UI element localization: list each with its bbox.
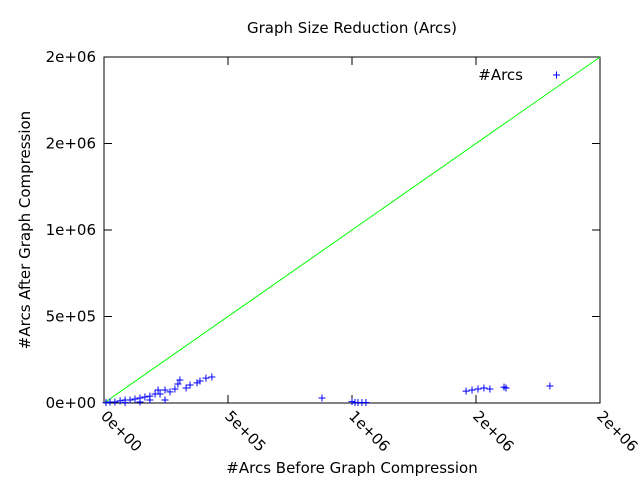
point [141, 393, 149, 401]
point [176, 376, 184, 384]
point [126, 396, 134, 404]
point [462, 387, 470, 395]
point [502, 384, 510, 392]
point [161, 386, 169, 394]
y-tick-label: 0e+00 [46, 394, 96, 412]
x-tick-label: 5e+05 [221, 407, 269, 455]
point [161, 396, 169, 404]
x-tick-label: 2e+06 [593, 407, 640, 455]
y-tick-label: 2e+06 [46, 135, 96, 153]
y-axis-label: #Arcs After Graph Compression [16, 111, 34, 349]
chart-title: Graph Size Reduction (Arcs) [247, 19, 457, 37]
x-axis-label: #Arcs Before Graph Compression [226, 459, 477, 477]
point [196, 377, 204, 385]
point [486, 385, 494, 393]
point [480, 384, 488, 392]
point [111, 398, 119, 406]
point [546, 382, 554, 390]
point [318, 394, 326, 402]
x-tick-label: 2e+06 [469, 407, 517, 455]
x-tick-label: 0e+00 [97, 407, 145, 455]
point [116, 397, 124, 405]
point [102, 399, 110, 407]
reference-line [103, 56, 601, 404]
point [154, 386, 162, 394]
point [156, 390, 164, 398]
point [474, 385, 482, 393]
point [208, 373, 216, 381]
point [136, 398, 144, 406]
point [186, 381, 194, 389]
point [182, 384, 190, 392]
legend-label: #Arcs [478, 66, 523, 84]
point [174, 380, 182, 388]
point [131, 395, 139, 403]
point [166, 388, 174, 396]
point [193, 379, 201, 387]
point [468, 386, 476, 394]
point [348, 398, 356, 406]
y-tick-label: 1e+06 [46, 221, 96, 239]
point [202, 374, 210, 382]
legend-marker [553, 71, 560, 79]
point [146, 396, 154, 404]
y-tick-label: 2e+06 [46, 48, 96, 66]
point [171, 385, 179, 393]
point [121, 399, 129, 407]
y-tick-label: 5e+05 [46, 308, 96, 326]
x-tick-label: 1e+06 [345, 407, 393, 455]
point [362, 398, 370, 406]
